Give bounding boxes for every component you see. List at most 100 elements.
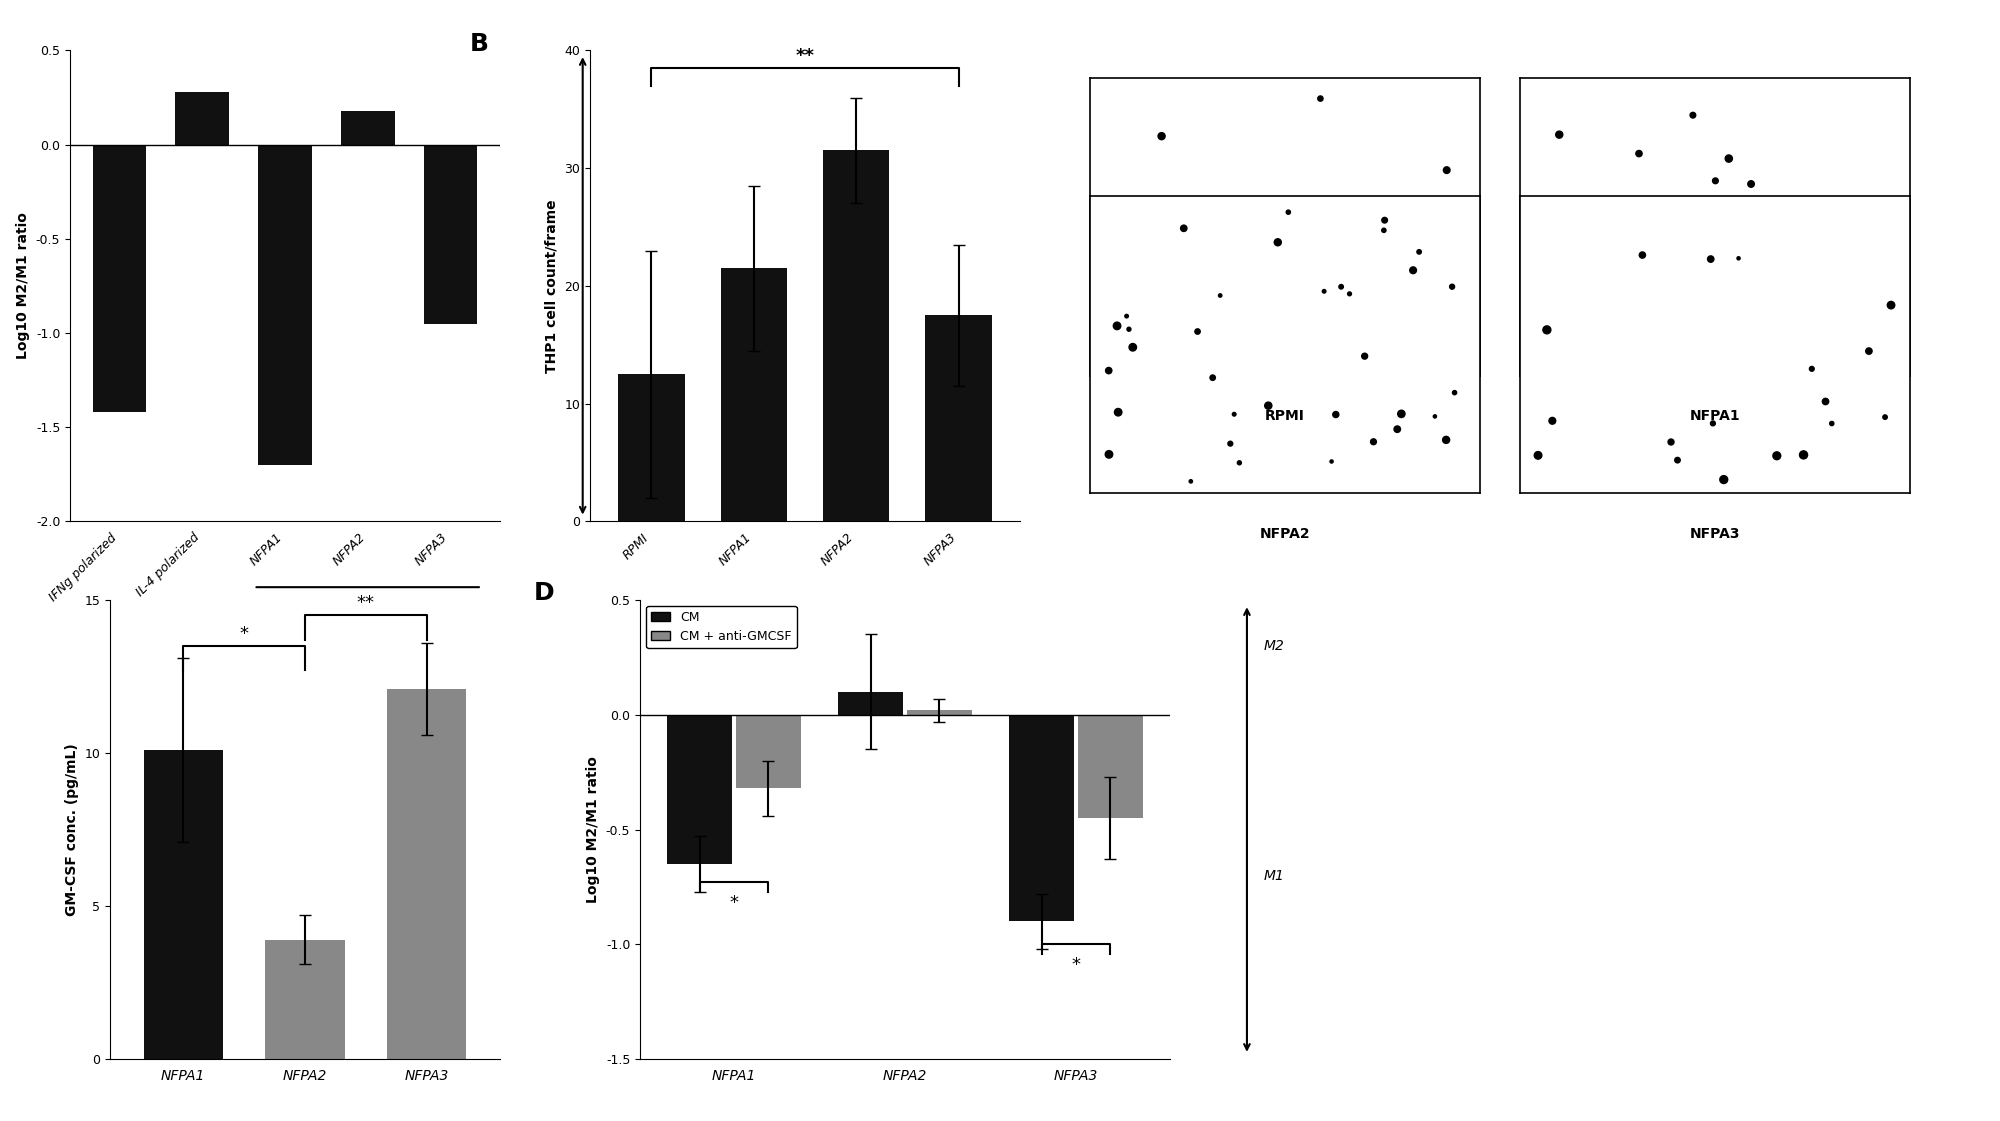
Text: B: B xyxy=(470,31,488,56)
Point xyxy=(1816,415,1848,433)
Point xyxy=(1262,233,1294,251)
Text: **: ** xyxy=(796,47,814,65)
Point xyxy=(1698,221,1730,239)
Point xyxy=(1368,221,1400,239)
Text: *: * xyxy=(240,624,248,642)
Point xyxy=(1110,305,1142,323)
Point xyxy=(1522,446,1554,464)
Point xyxy=(1796,360,1828,378)
Point xyxy=(1218,406,1250,424)
Y-axis label: THP1 cell count/frame: THP1 cell count/frame xyxy=(544,200,558,372)
Text: NFPA2: NFPA2 xyxy=(1260,527,1310,540)
Text: NFPA1: NFPA1 xyxy=(1690,409,1740,423)
Point xyxy=(1304,90,1336,108)
Point xyxy=(1528,258,1560,276)
Bar xyxy=(618,374,684,521)
Point xyxy=(1404,243,1436,261)
Point xyxy=(1736,175,1768,193)
Point xyxy=(1682,279,1714,297)
Point xyxy=(1146,127,1178,145)
Point xyxy=(1656,433,1688,451)
Point xyxy=(1700,172,1732,189)
Point xyxy=(1596,198,1628,216)
Point xyxy=(1536,411,1568,429)
Text: **: ** xyxy=(356,594,374,612)
Bar xyxy=(266,939,344,1059)
Bar xyxy=(906,710,972,715)
Point xyxy=(1436,278,1468,296)
Y-axis label: GM-CSF conc. (pg/mL): GM-CSF conc. (pg/mL) xyxy=(64,743,78,916)
Point xyxy=(1694,250,1726,268)
Bar xyxy=(668,715,732,864)
Bar xyxy=(926,315,992,521)
Text: RPMI: RPMI xyxy=(1266,409,1304,423)
Text: D: D xyxy=(534,582,554,605)
Point xyxy=(1616,298,1648,316)
Point xyxy=(1196,369,1228,387)
Point xyxy=(1860,253,1892,271)
Point xyxy=(1622,145,1654,163)
Bar xyxy=(736,715,800,788)
Bar xyxy=(1010,715,1074,921)
Point xyxy=(1546,226,1578,244)
Point xyxy=(1852,342,1884,360)
Point xyxy=(1722,249,1754,267)
Point xyxy=(1146,297,1178,315)
Point xyxy=(1626,247,1658,265)
Text: M2: M2 xyxy=(1264,639,1284,652)
Point xyxy=(1764,253,1796,271)
Point xyxy=(1252,397,1284,415)
Point xyxy=(1696,415,1728,433)
Point xyxy=(1112,321,1144,339)
Legend: CM, CM + anti-GMCSF: CM, CM + anti-GMCSF xyxy=(646,606,796,648)
Bar xyxy=(822,150,890,521)
Point xyxy=(1116,339,1148,356)
Text: NFPA3: NFPA3 xyxy=(1690,527,1740,540)
Point xyxy=(1326,278,1358,296)
Bar xyxy=(1078,715,1142,818)
Bar xyxy=(388,688,466,1059)
Text: *: * xyxy=(730,893,738,911)
Text: M1: M1 xyxy=(1264,869,1284,882)
Y-axis label: Log10 M2/M1 ratio: Log10 M2/M1 ratio xyxy=(16,212,30,360)
Point xyxy=(1656,254,1688,272)
Point xyxy=(1708,471,1740,489)
Point xyxy=(1102,317,1134,335)
Point xyxy=(1430,161,1462,179)
Point xyxy=(1662,451,1694,469)
Y-axis label: Log10 M2/M1 ratio: Log10 M2/M1 ratio xyxy=(586,756,600,904)
Point xyxy=(1214,435,1246,453)
Point xyxy=(1110,307,1142,325)
Bar xyxy=(258,145,312,465)
Bar xyxy=(340,111,394,145)
Bar xyxy=(838,692,904,715)
Point xyxy=(1810,392,1842,410)
Point xyxy=(1382,420,1414,438)
Point xyxy=(1092,362,1124,380)
Point xyxy=(1808,224,1840,242)
Point xyxy=(1368,211,1400,229)
Point xyxy=(1418,407,1450,425)
Point xyxy=(1438,383,1470,401)
Point xyxy=(1174,472,1206,490)
Point xyxy=(1092,445,1124,463)
Point xyxy=(1712,149,1744,167)
Point xyxy=(1400,305,1432,323)
Point xyxy=(1870,408,1902,426)
Point xyxy=(1308,282,1340,300)
Bar xyxy=(144,750,222,1059)
Point xyxy=(1334,285,1366,303)
Point xyxy=(1430,430,1462,448)
Text: Patient pituitary lines: Patient pituitary lines xyxy=(300,610,434,623)
Point xyxy=(1788,446,1820,464)
Bar xyxy=(92,145,146,413)
Point xyxy=(1224,454,1256,472)
Point xyxy=(1398,261,1430,279)
Point xyxy=(1352,349,1384,367)
Point xyxy=(1780,318,1812,336)
Point xyxy=(1854,231,1886,249)
Point xyxy=(1760,447,1792,465)
Point xyxy=(1546,291,1578,309)
Point xyxy=(1846,269,1878,287)
Point xyxy=(1870,212,1902,230)
